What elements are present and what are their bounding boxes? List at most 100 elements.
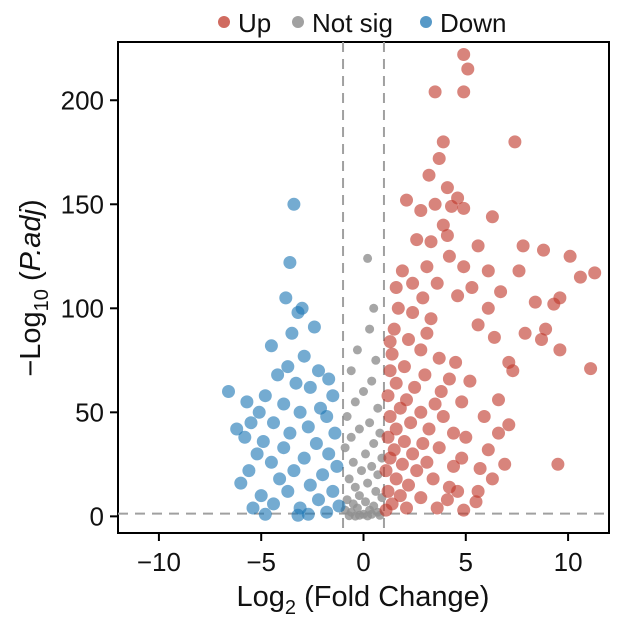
point-down bbox=[293, 405, 307, 419]
point-up bbox=[471, 484, 485, 498]
point-up bbox=[389, 472, 403, 486]
point-down bbox=[264, 339, 278, 353]
data-points bbox=[222, 48, 602, 522]
point-up bbox=[457, 260, 471, 274]
point-down bbox=[252, 405, 266, 419]
point-down bbox=[222, 385, 235, 398]
point-up bbox=[473, 462, 487, 475]
point-down bbox=[326, 389, 340, 403]
point-down bbox=[309, 437, 323, 450]
point-down bbox=[326, 484, 340, 498]
point-down bbox=[320, 505, 334, 519]
point-down bbox=[320, 410, 334, 423]
point-up bbox=[518, 326, 532, 340]
point-notsig bbox=[369, 439, 379, 448]
point-up bbox=[477, 410, 491, 423]
point-up bbox=[389, 281, 403, 294]
point-up bbox=[502, 418, 516, 432]
x-tick-label: −10 bbox=[137, 547, 181, 577]
point-up bbox=[485, 472, 499, 486]
point-up bbox=[379, 503, 393, 517]
point-up bbox=[447, 426, 460, 440]
point-down bbox=[328, 426, 342, 440]
point-up bbox=[383, 364, 397, 378]
point-up bbox=[406, 276, 420, 290]
point-up bbox=[422, 422, 436, 436]
point-down bbox=[250, 447, 264, 461]
point-notsig bbox=[357, 466, 366, 476]
point-up bbox=[485, 210, 499, 224]
point-up bbox=[414, 405, 428, 419]
point-down bbox=[295, 301, 309, 315]
point-up bbox=[455, 451, 469, 465]
point-up bbox=[430, 501, 444, 515]
point-down bbox=[312, 493, 325, 507]
point-up bbox=[379, 464, 393, 478]
point-down bbox=[240, 395, 254, 409]
point-up bbox=[436, 135, 450, 149]
y-tick-label: 200 bbox=[61, 85, 104, 115]
point-down bbox=[301, 507, 315, 521]
point-up bbox=[428, 397, 442, 411]
point-up bbox=[381, 389, 395, 403]
point-notsig bbox=[352, 345, 362, 355]
point-up bbox=[406, 447, 420, 461]
point-up bbox=[430, 276, 444, 290]
point-up bbox=[457, 503, 471, 517]
point-notsig bbox=[350, 511, 360, 521]
point-up bbox=[498, 457, 512, 471]
point-up bbox=[397, 360, 411, 374]
point-up bbox=[551, 457, 565, 471]
point-up bbox=[440, 181, 454, 195]
point-notsig bbox=[350, 482, 360, 492]
legend-down-label: Down bbox=[440, 8, 506, 38]
point-down bbox=[271, 368, 285, 382]
point-down bbox=[277, 397, 291, 411]
point-up bbox=[461, 62, 475, 76]
point-notsig bbox=[367, 461, 377, 471]
x-axis-title: Log2 (Fold Change) bbox=[237, 581, 490, 619]
point-down bbox=[332, 499, 346, 513]
point-up bbox=[404, 416, 418, 430]
point-down bbox=[297, 349, 311, 363]
point-up bbox=[381, 430, 395, 444]
legend-up-label: Up bbox=[238, 8, 271, 38]
point-up bbox=[389, 422, 403, 436]
point-down bbox=[256, 435, 270, 448]
point-notsig bbox=[350, 397, 360, 407]
point-up bbox=[414, 343, 428, 357]
point-up bbox=[422, 168, 436, 182]
point-up bbox=[400, 193, 413, 207]
point-down bbox=[267, 497, 280, 511]
series-down bbox=[222, 197, 346, 522]
point-notsig bbox=[369, 303, 379, 313]
legend-notsig-marker bbox=[292, 16, 304, 28]
point-up bbox=[420, 326, 434, 340]
point-notsig bbox=[354, 491, 364, 501]
point-up bbox=[432, 351, 446, 365]
point-down bbox=[289, 376, 303, 390]
point-up bbox=[547, 297, 561, 311]
point-up bbox=[447, 459, 460, 473]
point-up bbox=[442, 249, 456, 263]
y-axis-title: −Log10 (P.adj) bbox=[15, 199, 53, 376]
point-up bbox=[481, 443, 495, 457]
point-up bbox=[402, 478, 415, 492]
point-up bbox=[383, 410, 397, 423]
point-down bbox=[279, 291, 293, 305]
point-up bbox=[424, 312, 438, 326]
point-down bbox=[287, 464, 301, 478]
y-tick-label: 0 bbox=[90, 501, 104, 531]
point-down bbox=[283, 256, 297, 269]
point-notsig bbox=[354, 424, 364, 434]
point-notsig bbox=[342, 412, 352, 421]
point-up bbox=[469, 495, 483, 509]
point-down bbox=[303, 380, 317, 394]
point-down bbox=[244, 416, 258, 430]
point-up bbox=[442, 372, 456, 386]
point-up bbox=[537, 243, 550, 257]
point-up bbox=[420, 455, 434, 469]
point-notsig bbox=[348, 457, 358, 467]
point-up bbox=[494, 285, 508, 299]
